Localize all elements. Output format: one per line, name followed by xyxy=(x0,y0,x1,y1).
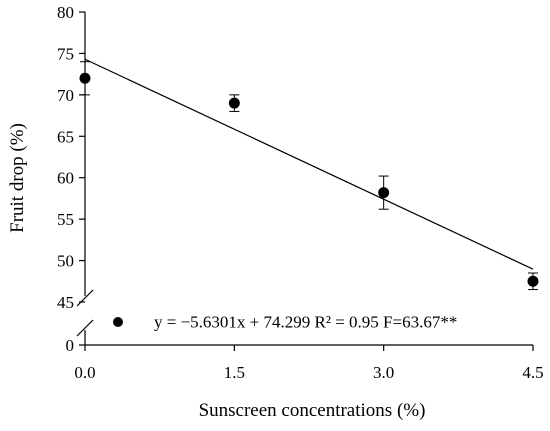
ticks xyxy=(79,11,534,351)
y-tick-label: 65 xyxy=(57,127,74,146)
data-point xyxy=(228,97,240,109)
x-tick-label: 1.5 xyxy=(224,363,245,382)
y-tick-label: 60 xyxy=(57,169,74,188)
y-tick-label: 75 xyxy=(57,44,74,63)
x-tick-label: 3.0 xyxy=(373,363,394,382)
y-tick-label: 55 xyxy=(57,210,74,229)
y-axis-label: Fruit drop (%) xyxy=(7,123,28,233)
legend-text: y = −5.6301x + 74.299 R² = 0.95 F=63.67*… xyxy=(154,313,457,332)
y-tick-label: 0 xyxy=(66,336,75,355)
x-axis-label: Sunscreen concentrations (%) xyxy=(199,400,426,421)
y-tick-label: 45 xyxy=(57,293,74,312)
y-tick-label: 80 xyxy=(57,3,74,22)
tick-labels: 45 50 55 60 65 70 75 80 0 0.0 1.5 3.0 4.5 xyxy=(57,3,544,382)
axes xyxy=(76,12,533,346)
axis-break-mark xyxy=(76,319,94,337)
data-point xyxy=(79,72,91,84)
data-points xyxy=(79,72,539,287)
regression-line xyxy=(84,58,534,270)
x-tick-label: 0.0 xyxy=(74,363,95,382)
y-tick-label: 70 xyxy=(57,86,74,105)
y-tick-label: 50 xyxy=(57,252,74,271)
regression-line-group xyxy=(84,58,534,270)
data-point xyxy=(378,187,390,199)
axis-break-mark xyxy=(76,289,94,307)
x-tick-label: 4.5 xyxy=(522,363,543,382)
error-bars xyxy=(80,61,538,291)
legend: y = −5.6301x + 74.299 R² = 0.95 F=63.67*… xyxy=(113,313,457,332)
legend-marker xyxy=(113,317,123,327)
data-point xyxy=(527,275,539,287)
